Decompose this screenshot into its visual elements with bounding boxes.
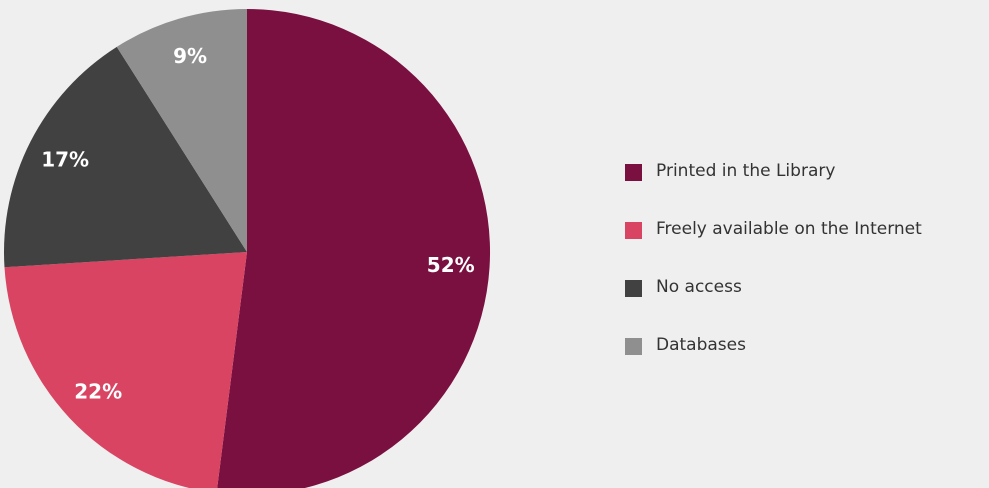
pie-slice-databases	[116, 9, 247, 252]
pie-slice-labels: 52% 22% 17% 9%	[41, 44, 474, 404]
legend-label-no-access: No access	[656, 277, 742, 297]
legend-swatch-no-access	[625, 280, 642, 297]
legend-item-freely-available: Freely available on the Internet	[625, 216, 989, 274]
slice-label-no-access: 17%	[41, 147, 89, 171]
slice-label-freely-available-on-the-internet: 22%	[74, 380, 122, 404]
legend-label-freely-available: Freely available on the Internet	[656, 219, 922, 239]
legend-swatch-freely-available	[625, 222, 642, 239]
legend: Printed in the Library Freely available …	[625, 158, 989, 390]
legend-item-printed-in-the-library: Printed in the Library	[625, 158, 989, 216]
legend-item-databases: Databases	[625, 332, 989, 390]
legend-swatch-databases	[625, 338, 642, 355]
pie-slice-freely-available-on-the-internet	[4, 252, 247, 488]
legend-label-printed-in-the-library: Printed in the Library	[656, 161, 836, 181]
pie-slices	[4, 9, 491, 488]
legend-item-no-access: No access	[625, 274, 989, 332]
legend-label-databases: Databases	[656, 335, 746, 355]
legend-swatch-printed-in-the-library	[625, 164, 642, 181]
slice-label-databases: 9%	[173, 44, 207, 68]
pie-slice-printed-in-the-library	[217, 9, 491, 488]
pie-slice-no-access	[4, 46, 248, 268]
slice-label-printed-in-the-library: 52%	[427, 253, 475, 277]
